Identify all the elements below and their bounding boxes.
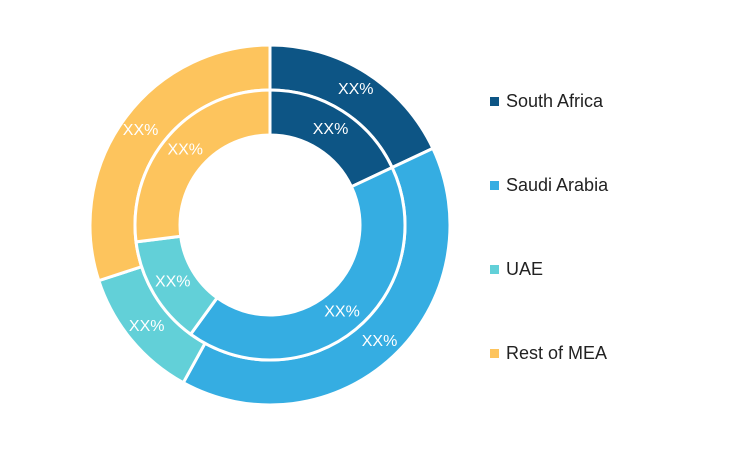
inner-ring-label-south-africa: XX% (313, 121, 349, 138)
legend-item-saudi-arabia: Saudi Arabia (490, 172, 730, 198)
inner-ring-label-uae: XX% (155, 274, 191, 291)
inner-ring-label-rest-of-mea: XX% (167, 141, 203, 158)
outer-ring-label-saudi-arabia: XX% (362, 333, 398, 350)
legend-label-south-africa: South Africa (506, 90, 604, 111)
legend-label-saudi-arabia: Saudi Arabia (506, 174, 609, 195)
legend-swatch-rest-of-mea (490, 348, 499, 358)
inner-ring-label-saudi-arabia: XX% (324, 303, 360, 320)
inner-ring-slice-saudi-arabia (188, 165, 407, 362)
legend-item-rest-of-mea: Rest of MEA (490, 340, 730, 366)
outer-ring-label-south-africa: XX% (338, 81, 374, 98)
legend-swatch-saudi-arabia (490, 180, 499, 190)
legend-label-uae: UAE (506, 258, 544, 279)
outer-ring-label-uae: XX% (129, 318, 165, 335)
legend-item-south-africa: South Africa (490, 88, 730, 114)
legend-swatch-uae (490, 264, 499, 274)
outer-ring-label-rest-of-mea: XX% (123, 122, 159, 139)
outer-ring-slice-saudi-arabia (181, 146, 452, 407)
legend-item-uae: UAE (490, 256, 730, 282)
legend-label-rest-of-mea: Rest of MEA (506, 342, 608, 363)
inner-ring-slice-rest-of-mea (133, 88, 272, 244)
chart-legend: South Africa Saudi Arabia UAE Rest of ME… (490, 88, 730, 424)
legend-swatch-south-africa (490, 96, 499, 106)
